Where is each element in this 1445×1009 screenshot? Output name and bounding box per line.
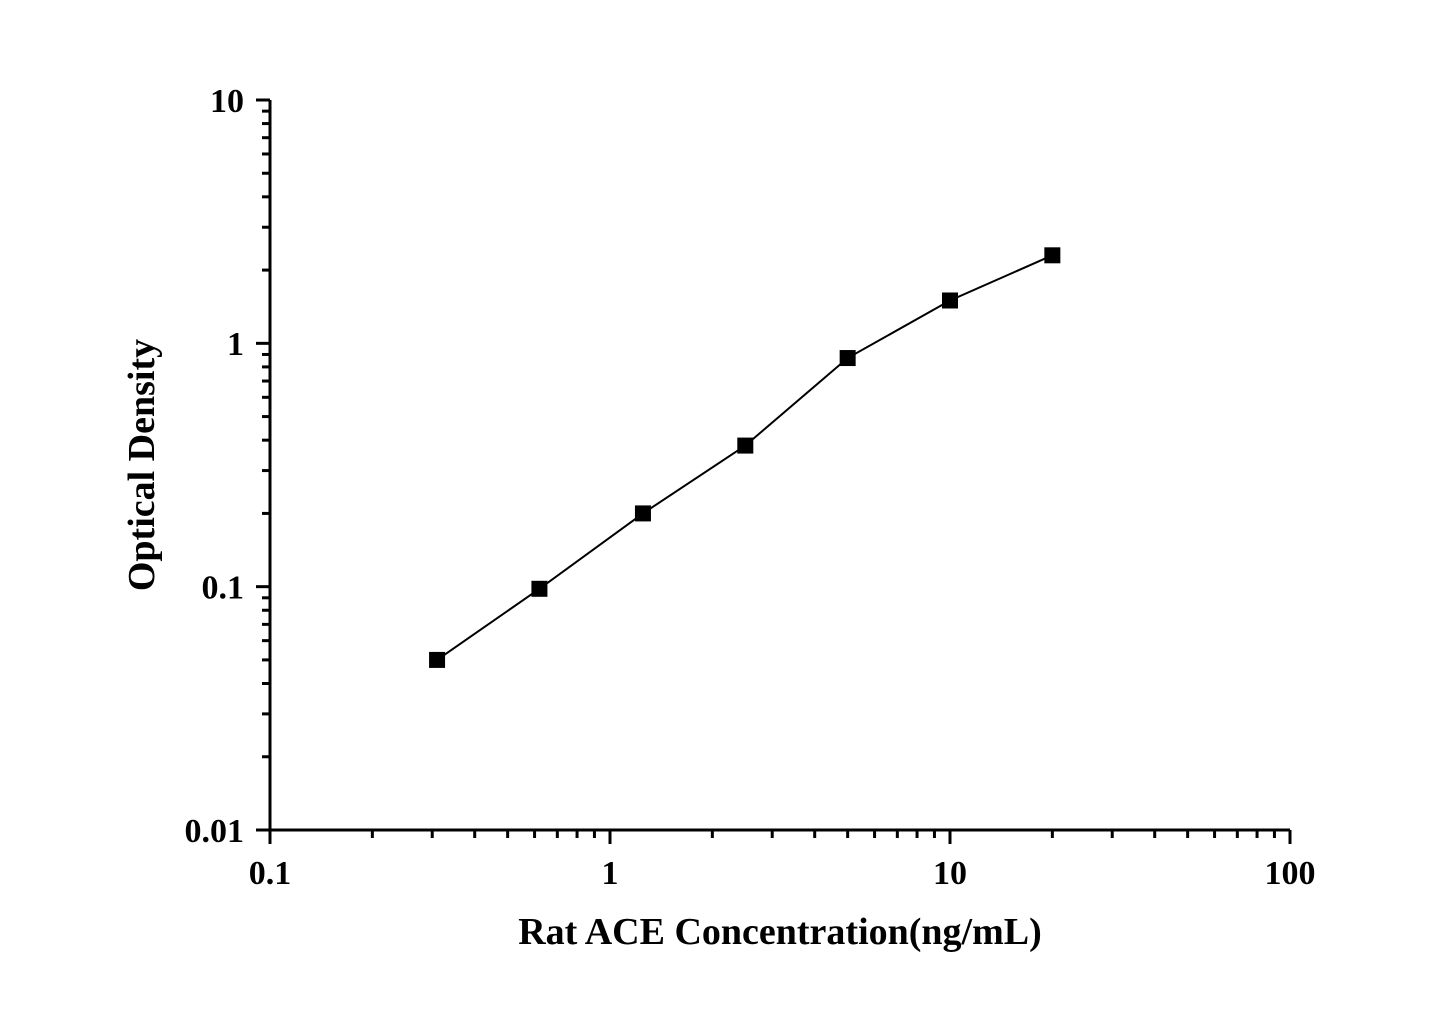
data-marker — [737, 438, 753, 454]
x-tick-label: 10 — [933, 855, 967, 892]
data-marker — [1044, 247, 1060, 263]
data-marker — [429, 652, 445, 668]
chart-background — [0, 0, 1445, 1009]
x-axis-label: Rat ACE Concentration(ng/mL) — [518, 911, 1042, 953]
chart-svg: 0.11101000.010.1110Rat ACE Concentration… — [0, 0, 1445, 1009]
x-tick-label: 0.1 — [249, 855, 292, 892]
x-tick-label: 100 — [1265, 855, 1316, 892]
y-tick-label: 0.1 — [202, 570, 245, 607]
data-marker — [531, 581, 547, 597]
x-tick-label: 1 — [602, 855, 619, 892]
y-axis-label: Optical Density — [121, 339, 163, 591]
data-marker — [942, 292, 958, 308]
data-marker — [635, 505, 651, 521]
data-marker — [840, 350, 856, 366]
y-tick-label: 1 — [227, 326, 244, 363]
y-tick-label: 0.01 — [185, 813, 245, 850]
y-tick-label: 10 — [210, 83, 244, 120]
chart-container: 0.11101000.010.1110Rat ACE Concentration… — [0, 0, 1445, 1009]
